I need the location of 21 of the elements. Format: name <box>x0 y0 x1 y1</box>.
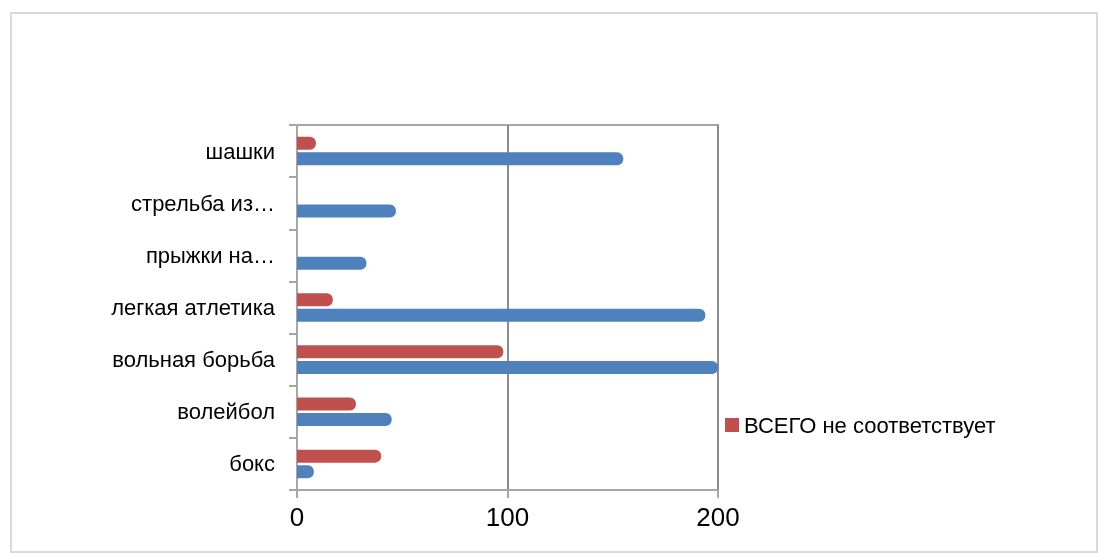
y-tick-label: стрельба из… <box>131 190 275 216</box>
x-tick-label: 0 <box>289 502 305 532</box>
bar <box>297 449 382 463</box>
bar <box>297 256 367 270</box>
bar <box>297 360 718 374</box>
legend-label: ВСЕГО не соответствует <box>744 412 996 438</box>
bar <box>297 413 392 427</box>
y-tick-label: волейбол <box>177 399 275 425</box>
bar <box>297 308 706 322</box>
y-tick-label: вольная борьба <box>112 347 276 373</box>
y-tick-label: бокс <box>229 451 275 477</box>
x-tick-label: 100 <box>485 502 530 532</box>
bar <box>297 397 356 411</box>
bar <box>297 152 624 166</box>
y-tick-label: легкая атлетика <box>111 295 276 320</box>
bar <box>297 204 396 218</box>
y-tick-label: шашки <box>205 138 275 164</box>
y-tick-label: прыжки на… <box>145 242 275 268</box>
bar <box>297 345 504 359</box>
bar <box>297 293 333 307</box>
x-tick-label: 200 <box>696 502 740 532</box>
